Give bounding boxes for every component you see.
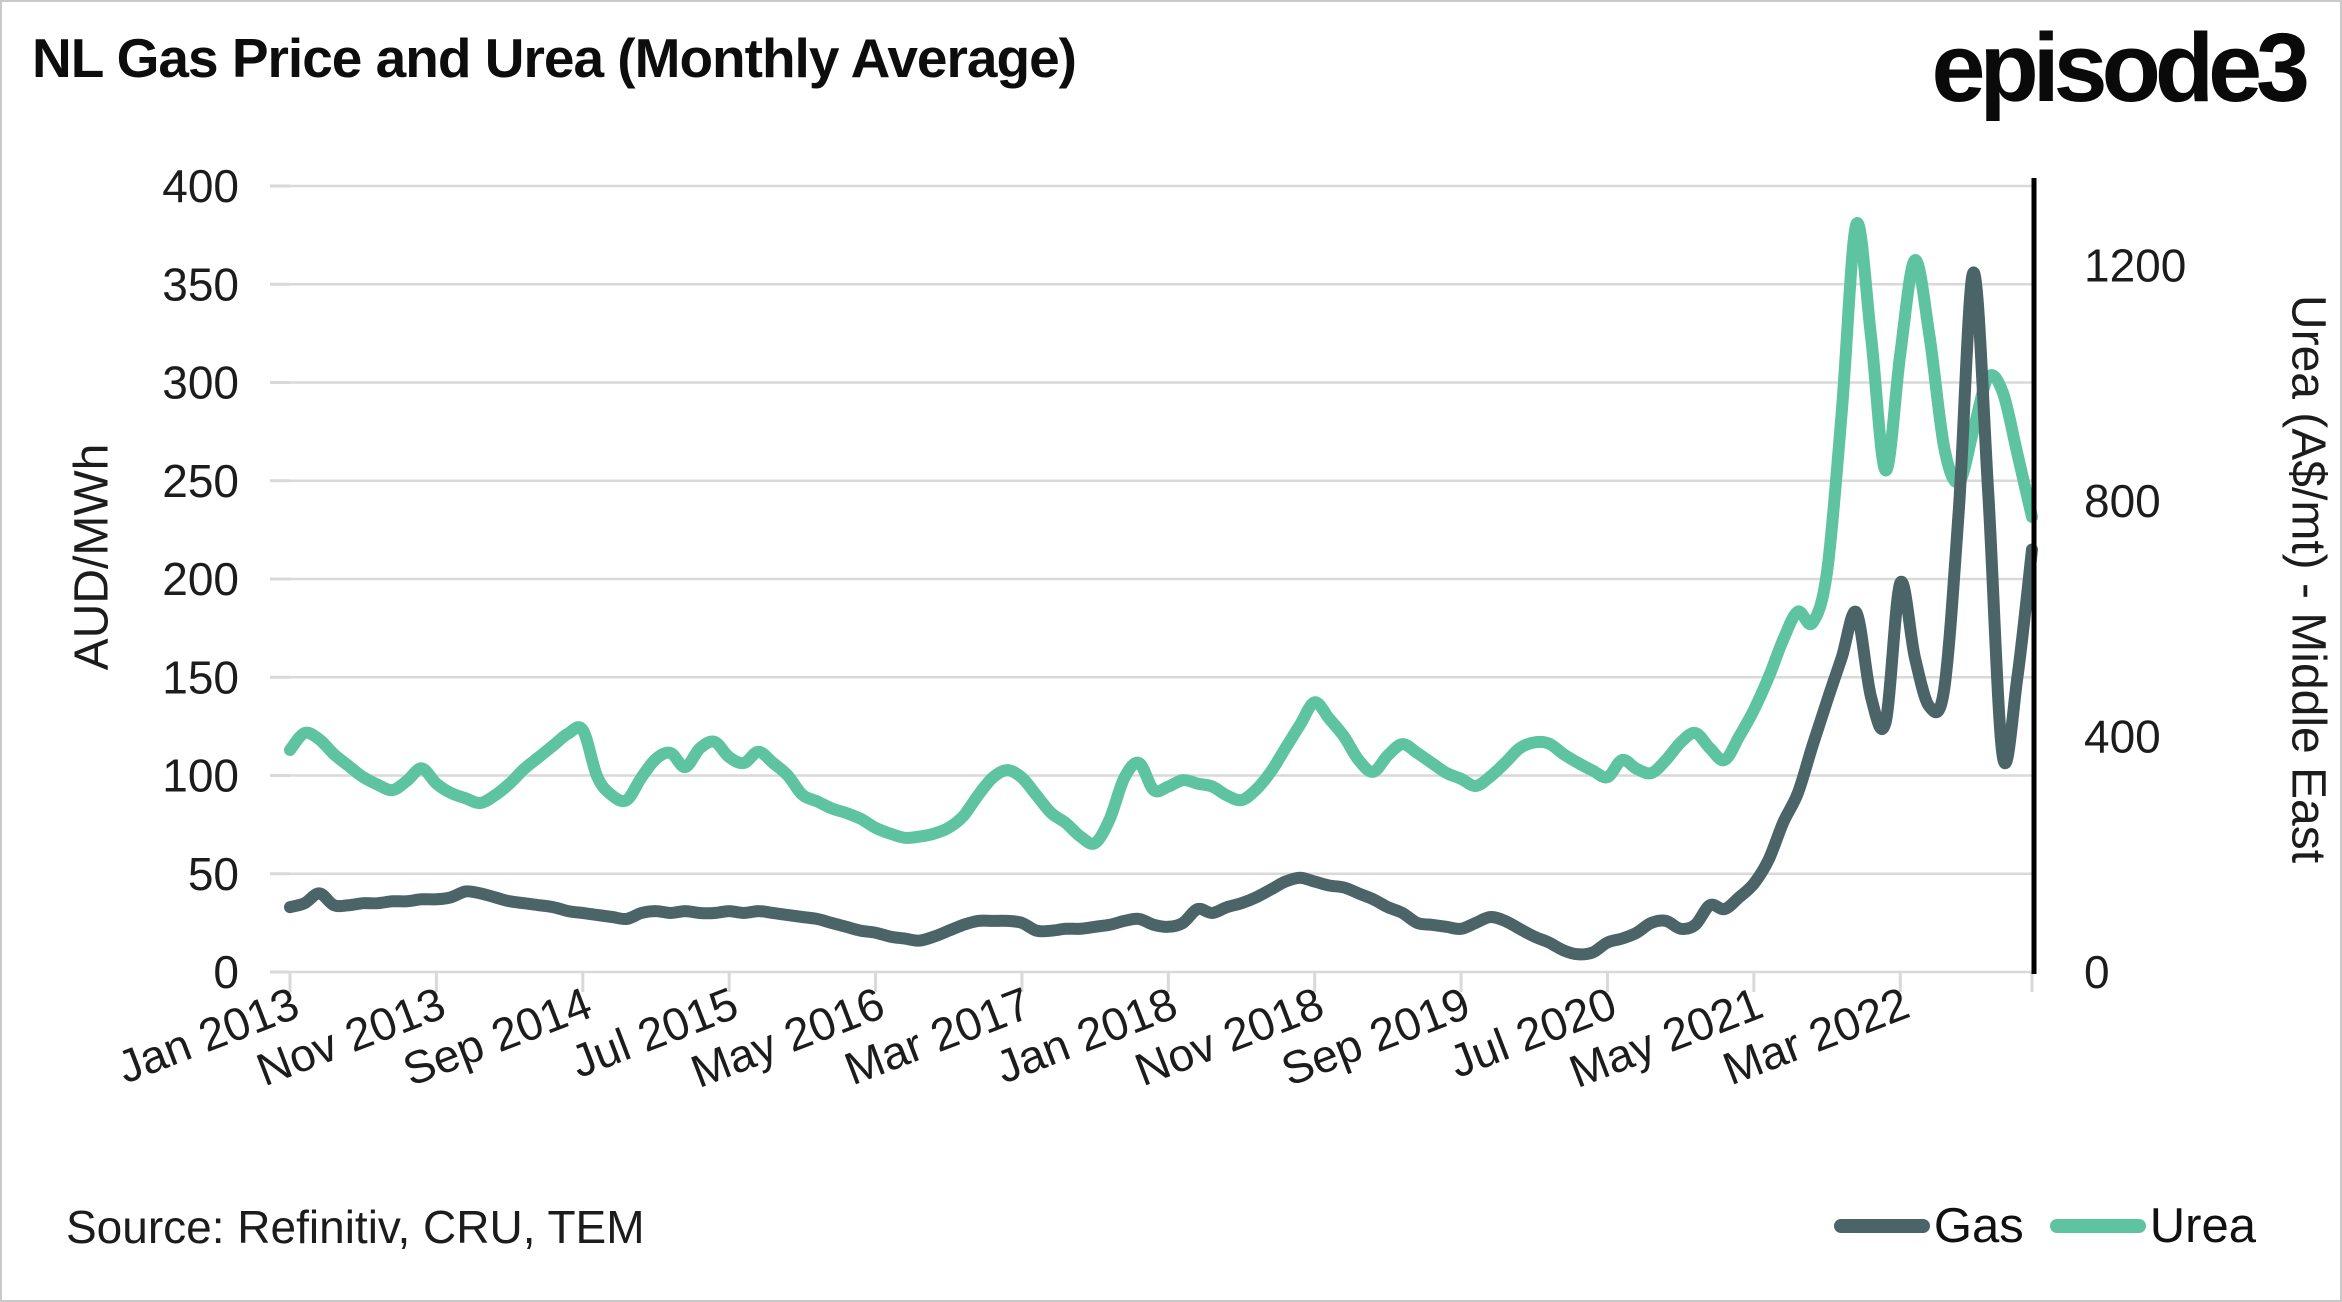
source-note: Source: Refinitiv, CRU, TEM bbox=[66, 1201, 645, 1253]
y-left-tick-label: 0 bbox=[213, 946, 239, 998]
y-left-tick-label: 150 bbox=[162, 651, 239, 703]
y-left-tick-label: 350 bbox=[162, 258, 239, 310]
y-right-tick-label: 400 bbox=[2084, 711, 2161, 763]
urea-line-swatch bbox=[2049, 1219, 2146, 1233]
y-left-tick-label: 300 bbox=[162, 357, 239, 409]
y-right-tick-label: 800 bbox=[2084, 475, 2161, 527]
legend-label-urea: Urea bbox=[2149, 1199, 2256, 1253]
legend-label-gas: Gas bbox=[1933, 1199, 2024, 1253]
y-left-tick-label: 200 bbox=[162, 553, 239, 605]
y-left-tick-label: 50 bbox=[188, 848, 239, 900]
gas-line bbox=[284, 266, 2038, 961]
episode3-logo: episode3 bbox=[1931, 13, 2310, 122]
y-right-tick-label: 1200 bbox=[2084, 240, 2186, 292]
y-left-tick-label: 250 bbox=[162, 455, 239, 507]
legend-item-gas: Gas bbox=[1833, 1198, 2024, 1254]
legend: Gas Urea bbox=[1833, 1198, 2256, 1254]
gas-line-swatch bbox=[1833, 1219, 1930, 1233]
y-left-tick-label: 100 bbox=[162, 750, 239, 802]
y-right-tick-label: 0 bbox=[2084, 946, 2110, 998]
urea-line bbox=[284, 217, 2038, 850]
legend-item-urea: Urea bbox=[2049, 1198, 2256, 1254]
page-title: NL Gas Price and Urea (Monthly Average) bbox=[32, 27, 1077, 89]
y-left-tick-label: 400 bbox=[162, 160, 239, 212]
